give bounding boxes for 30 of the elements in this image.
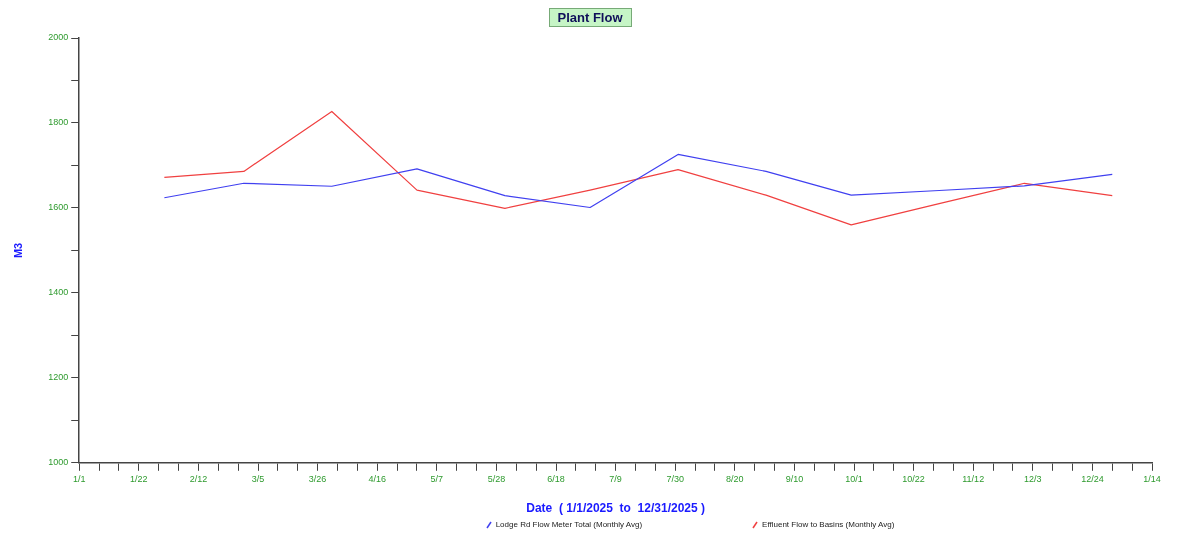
x-axis-title: Date ( 1/1/2025 to 12/31/2025 ) [526,501,705,516]
x-tick-label: 10/22 [902,473,925,484]
y-tick-label: 2000 [48,32,69,43]
x-tick-label: 8/20 [726,473,744,484]
chart-title: Plant Flow [548,8,632,27]
x-tick-label: 5/7 [430,473,444,484]
x-tick-label: 11/12 [962,473,985,484]
x-tick-label: 10/1 [845,473,863,484]
x-tick-label: 7/30 [666,473,684,484]
x-tick-label: 7/9 [609,473,622,484]
x-tick-label: 2/12 [189,473,208,484]
x-tick-label: 5/28 [487,473,506,484]
x-tick-label: 1/1 [72,473,86,484]
x-tick-label: 6/18 [547,473,565,484]
x-tick-label: 9/10 [785,473,804,484]
y-axis-title: M3 [11,242,24,259]
x-tick-label: 1/22 [130,473,148,484]
y-tick-label: 1000 [48,457,69,468]
legend-label: Lodge Rd Flow Meter Total (Monthly Avg) [495,520,643,529]
x-tick-label: 4/16 [368,473,386,484]
legend-label: Effluent Flow to Basins (Monthly Avg) [762,520,895,529]
x-tick-label: 12/24 [1081,473,1104,484]
y-tick-label: 1200 [48,372,69,383]
y-tick-label: 1600 [48,202,69,213]
x-tick-label: 1/14 [1143,473,1161,484]
y-tick-label: 1400 [48,287,69,298]
x-tick-label: 12/3 [1024,473,1042,484]
x-tick-label: 3/5 [251,473,265,484]
x-tick-label: 3/26 [308,473,327,484]
y-tick-label: 1800 [48,117,69,128]
